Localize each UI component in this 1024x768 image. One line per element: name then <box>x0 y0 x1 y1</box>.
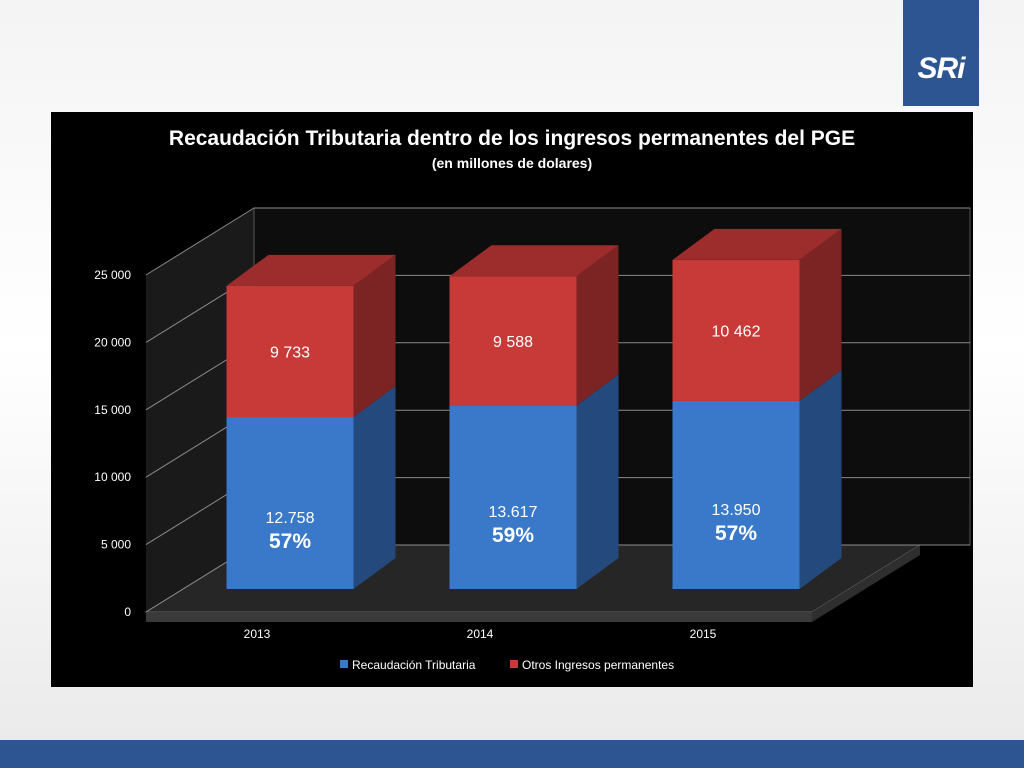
data-label: 12.758 <box>266 510 315 527</box>
y-tick-label: 15 000 <box>94 403 131 417</box>
bar-segment-side <box>576 245 619 406</box>
share-label: 57% <box>269 530 311 553</box>
x-tick-label: 2014 <box>467 627 494 641</box>
bar-segment-front <box>672 400 800 589</box>
bar-segment-front <box>672 259 800 401</box>
bar-segment-front <box>449 405 577 589</box>
share-label: 57% <box>715 522 757 545</box>
chart-panel: Recaudación Tributaria dentro de los ing… <box>51 112 973 687</box>
legend-swatch <box>340 660 348 668</box>
bar-segment-top <box>449 245 619 277</box>
chart-subtitle: (en millones de dolares) <box>431 155 593 171</box>
x-tick-label: 2015 <box>690 627 717 641</box>
data-label: 9 588 <box>493 334 533 351</box>
y-tick-label: 5 000 <box>101 538 131 552</box>
data-label: 10 462 <box>712 323 761 340</box>
legend-swatch <box>510 660 518 668</box>
y-tick-label: 10 000 <box>94 470 131 484</box>
bar-stack-2014: 13.617 59% 9 588 <box>449 245 619 589</box>
data-label: 13.617 <box>489 504 538 521</box>
data-label: 13.950 <box>712 502 761 519</box>
bar-segment-side <box>353 386 396 589</box>
legend-label: Recaudación Tributaria <box>352 658 476 672</box>
y-tick-label: 0 <box>124 605 131 619</box>
bar-segment-side <box>576 374 619 589</box>
bar-segment-top <box>672 228 842 260</box>
bar-segment-front <box>226 417 354 589</box>
stacked-bar-chart: 0 5 000 10 000 15 000 20 000 25 000 12.758 57% 9… <box>94 207 971 672</box>
chart-title: Recaudación Tributaria dentro de los ing… <box>168 127 856 150</box>
floor-edge <box>146 612 812 622</box>
floor-edge-side <box>812 545 920 622</box>
x-tick-label: 2013 <box>244 627 271 641</box>
bar-segment-side <box>353 254 396 418</box>
footer-bar <box>0 740 1024 768</box>
bar-segment-side <box>799 228 842 401</box>
share-label: 59% <box>492 524 534 547</box>
y-tick-label: 25 000 <box>94 268 131 282</box>
bar-segment-front <box>449 276 577 406</box>
y-tick-label: 20 000 <box>94 335 131 349</box>
sri-logo-text: SRi <box>917 52 965 85</box>
bar-segment-front <box>226 285 354 418</box>
bar-segment-top <box>226 254 396 286</box>
sri-logo: SRi <box>903 0 979 106</box>
bar-segment-side <box>799 369 842 589</box>
data-label: 9 733 <box>270 344 310 361</box>
bar-stack-2013: 12.758 57% 9 733 <box>226 254 396 589</box>
gridline-side <box>145 207 255 276</box>
legend-label: Otros Ingresos permanentes <box>522 658 674 672</box>
bar-stack-2015: 13.950 57% 10 462 <box>672 228 842 589</box>
